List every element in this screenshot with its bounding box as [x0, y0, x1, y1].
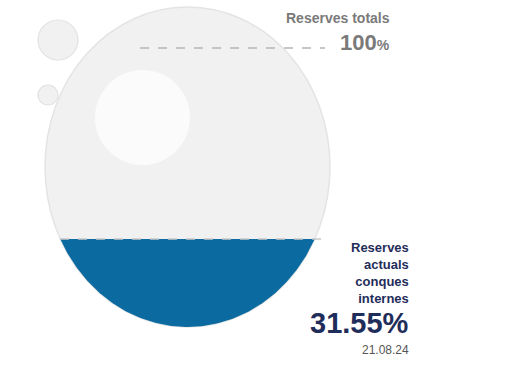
svg-text:Reservesactualsconquesinternes: Reservesactualsconquesinternes	[351, 240, 409, 306]
svg-text:31.55%: 31.55%	[310, 307, 409, 339]
svg-text:Reserves totals: Reserves totals	[286, 10, 390, 26]
svg-text:100%: 100%	[340, 30, 390, 55]
svg-text:21.08.24: 21.08.24	[362, 343, 409, 357]
